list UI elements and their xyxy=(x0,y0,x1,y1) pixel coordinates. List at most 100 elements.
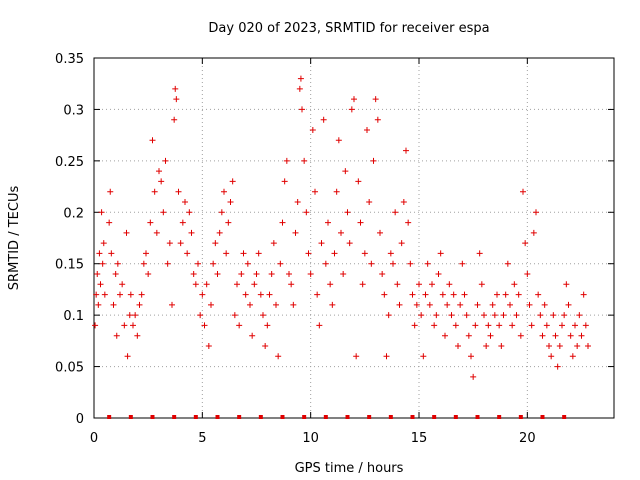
data-point xyxy=(188,229,195,236)
data-point xyxy=(351,96,357,103)
zero-marker xyxy=(388,415,393,419)
zero-marker xyxy=(237,415,242,419)
data-point xyxy=(387,250,394,257)
data-point xyxy=(379,271,386,277)
data-point xyxy=(177,240,184,247)
data-point xyxy=(100,240,107,247)
data-point xyxy=(253,271,260,277)
data-point xyxy=(132,312,139,319)
data-point xyxy=(299,106,305,113)
zero-marker xyxy=(540,415,545,419)
data-point xyxy=(149,137,156,144)
data-point xyxy=(305,250,312,257)
data-point xyxy=(172,85,179,92)
data-point xyxy=(500,312,507,319)
data-point xyxy=(227,199,234,205)
data-point xyxy=(95,301,102,308)
data-point xyxy=(309,127,316,133)
data-point xyxy=(257,291,264,298)
data-point xyxy=(242,291,249,298)
data-point xyxy=(426,301,433,308)
data-point xyxy=(470,373,477,380)
data-point xyxy=(255,250,262,257)
x-tick-label: 5 xyxy=(198,431,206,446)
data-point xyxy=(288,281,295,288)
data-point xyxy=(537,312,544,319)
data-point xyxy=(541,301,548,308)
data-point xyxy=(509,322,516,329)
data-point xyxy=(561,312,568,319)
data-point xyxy=(461,291,468,298)
data-point xyxy=(127,291,134,298)
y-tick-label: 0.2 xyxy=(63,206,84,221)
x-tick-label: 0 xyxy=(90,431,98,446)
data-point xyxy=(296,85,303,92)
data-point xyxy=(329,301,336,308)
data-point xyxy=(582,322,589,329)
data-point xyxy=(301,157,308,164)
data-point xyxy=(171,116,178,123)
data-point xyxy=(151,188,158,195)
data-point xyxy=(487,332,494,339)
data-point xyxy=(563,281,570,288)
data-point xyxy=(355,178,362,185)
data-point xyxy=(140,260,147,267)
data-point xyxy=(585,343,591,349)
data-point xyxy=(554,363,561,370)
data-point xyxy=(390,260,396,267)
zero-marker xyxy=(150,415,155,419)
y-tick-label: 0.15 xyxy=(55,258,84,273)
data-point xyxy=(166,240,173,247)
y-tick-label: 0.35 xyxy=(55,52,84,67)
data-point xyxy=(121,322,128,329)
data-point xyxy=(192,281,199,288)
data-point xyxy=(112,271,119,277)
data-point xyxy=(481,312,487,319)
data-point xyxy=(110,301,117,308)
data-point xyxy=(394,281,401,288)
data-point xyxy=(448,312,455,319)
zero-marker xyxy=(518,415,523,419)
data-point xyxy=(273,301,279,308)
data-point xyxy=(281,178,288,185)
data-point xyxy=(576,312,583,319)
data-point xyxy=(96,250,103,257)
data-point xyxy=(160,209,167,216)
data-point xyxy=(548,353,555,360)
data-point xyxy=(331,250,338,257)
data-point xyxy=(143,250,149,257)
data-point xyxy=(286,271,292,277)
data-point xyxy=(218,209,225,216)
data-point xyxy=(283,157,290,164)
data-point xyxy=(552,332,559,339)
data-point xyxy=(574,343,581,349)
axis-ticks: 0 0.05 0.1 0.15 0.2 0.25 0.3 0.35 0 5 10 15 20 xyxy=(55,52,614,446)
data-point xyxy=(431,322,438,329)
data-point xyxy=(338,229,344,236)
data-point xyxy=(413,301,420,308)
data-point xyxy=(106,219,113,226)
data-point xyxy=(442,332,448,339)
data-point xyxy=(314,291,321,298)
data-point xyxy=(535,291,542,298)
data-point xyxy=(136,301,143,308)
zero-marker xyxy=(172,415,177,419)
data-point xyxy=(522,240,529,247)
data-point xyxy=(502,291,509,298)
x-tick-label: 20 xyxy=(519,431,536,446)
data-point xyxy=(517,332,524,339)
zero-marker xyxy=(128,415,133,419)
data-point xyxy=(400,199,407,205)
data-point xyxy=(565,301,572,308)
data-point xyxy=(249,332,256,339)
data-point xyxy=(303,209,310,216)
zero-marker xyxy=(497,415,502,419)
data-point xyxy=(385,312,392,319)
data-point xyxy=(494,291,500,298)
data-point xyxy=(398,240,405,247)
data-point xyxy=(511,281,518,288)
data-point xyxy=(156,168,162,175)
data-point xyxy=(158,178,165,185)
data-point xyxy=(92,322,99,329)
data-point xyxy=(123,229,130,236)
